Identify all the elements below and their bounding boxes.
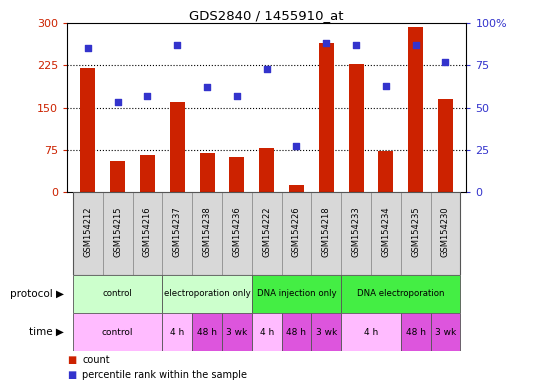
Point (263, 66, 271, 72)
Bar (162, 313, 192, 351)
Text: 48 h: 48 h (197, 328, 217, 337)
Bar (430, 313, 460, 351)
Text: 4 h: 4 h (364, 328, 378, 337)
Bar (110, 161, 125, 192)
Text: percentile rank within the sample: percentile rank within the sample (82, 370, 247, 380)
Bar (289, 185, 304, 192)
Text: GSM154218: GSM154218 (322, 206, 331, 257)
Bar (378, 151, 393, 192)
Point (441, 59, 450, 65)
Bar (162, 275, 252, 313)
Bar (73, 275, 162, 313)
Text: protocol ▶: protocol ▶ (10, 289, 64, 299)
Text: GSM154212: GSM154212 (84, 206, 92, 257)
Bar (319, 43, 334, 192)
Bar (252, 275, 341, 313)
Text: 48 h: 48 h (286, 328, 307, 337)
Point (322, 40, 331, 46)
Point (352, 42, 360, 48)
Text: ■: ■ (67, 355, 76, 365)
Bar (140, 156, 155, 192)
Point (143, 93, 152, 99)
Text: GSM154234: GSM154234 (381, 206, 390, 257)
Bar (371, 192, 401, 275)
Text: 3 wk: 3 wk (435, 328, 456, 337)
Text: GSM154215: GSM154215 (113, 206, 122, 257)
Point (173, 42, 182, 48)
Text: electroporation only: electroporation only (163, 289, 250, 298)
Bar (438, 99, 453, 192)
Bar (311, 313, 341, 351)
Bar (80, 68, 95, 192)
Point (382, 83, 390, 89)
Bar (348, 64, 363, 192)
Bar (192, 313, 222, 351)
Bar (192, 192, 222, 275)
Bar (259, 148, 274, 192)
Bar (222, 192, 252, 275)
Text: control: control (103, 289, 132, 298)
Text: count: count (82, 355, 110, 365)
Text: 48 h: 48 h (406, 328, 426, 337)
Text: DNA electroporation: DNA electroporation (357, 289, 444, 298)
Bar (341, 275, 460, 313)
Text: GSM154238: GSM154238 (203, 206, 212, 257)
Bar (408, 27, 423, 192)
Text: control: control (102, 328, 133, 337)
Bar (341, 313, 401, 351)
Text: 3 wk: 3 wk (226, 328, 248, 337)
Text: 4 h: 4 h (170, 328, 184, 337)
Text: time ▶: time ▶ (29, 327, 64, 337)
Text: GSM154237: GSM154237 (173, 206, 182, 257)
Text: GSM154230: GSM154230 (441, 206, 450, 257)
Bar (73, 192, 103, 275)
Text: GSM154226: GSM154226 (292, 206, 301, 257)
Text: GSM154236: GSM154236 (233, 206, 241, 257)
Bar (199, 152, 214, 192)
Bar (430, 192, 460, 275)
Bar (252, 313, 281, 351)
Bar (281, 192, 311, 275)
Text: 3 wk: 3 wk (316, 328, 337, 337)
Point (84, 45, 92, 51)
Point (233, 93, 241, 99)
Title: GDS2840 / 1455910_at: GDS2840 / 1455910_at (189, 9, 344, 22)
Point (203, 84, 211, 90)
Bar (103, 192, 132, 275)
Bar (170, 102, 185, 192)
Bar (222, 313, 252, 351)
Text: GSM154216: GSM154216 (143, 206, 152, 257)
Text: GSM154233: GSM154233 (352, 206, 361, 257)
Bar (252, 192, 281, 275)
Text: 4 h: 4 h (259, 328, 274, 337)
Bar (162, 192, 192, 275)
Bar (401, 192, 430, 275)
Text: GSM154222: GSM154222 (262, 206, 271, 257)
Point (411, 42, 420, 48)
Bar (401, 313, 430, 351)
Point (114, 99, 122, 106)
Text: ■: ■ (67, 370, 76, 380)
Bar (281, 313, 311, 351)
Point (292, 143, 301, 149)
Bar (311, 192, 341, 275)
Bar (341, 192, 371, 275)
Bar (73, 313, 162, 351)
Text: GSM154235: GSM154235 (411, 206, 420, 257)
Text: DNA injection only: DNA injection only (257, 289, 336, 298)
Bar (132, 192, 162, 275)
Bar (229, 157, 244, 192)
